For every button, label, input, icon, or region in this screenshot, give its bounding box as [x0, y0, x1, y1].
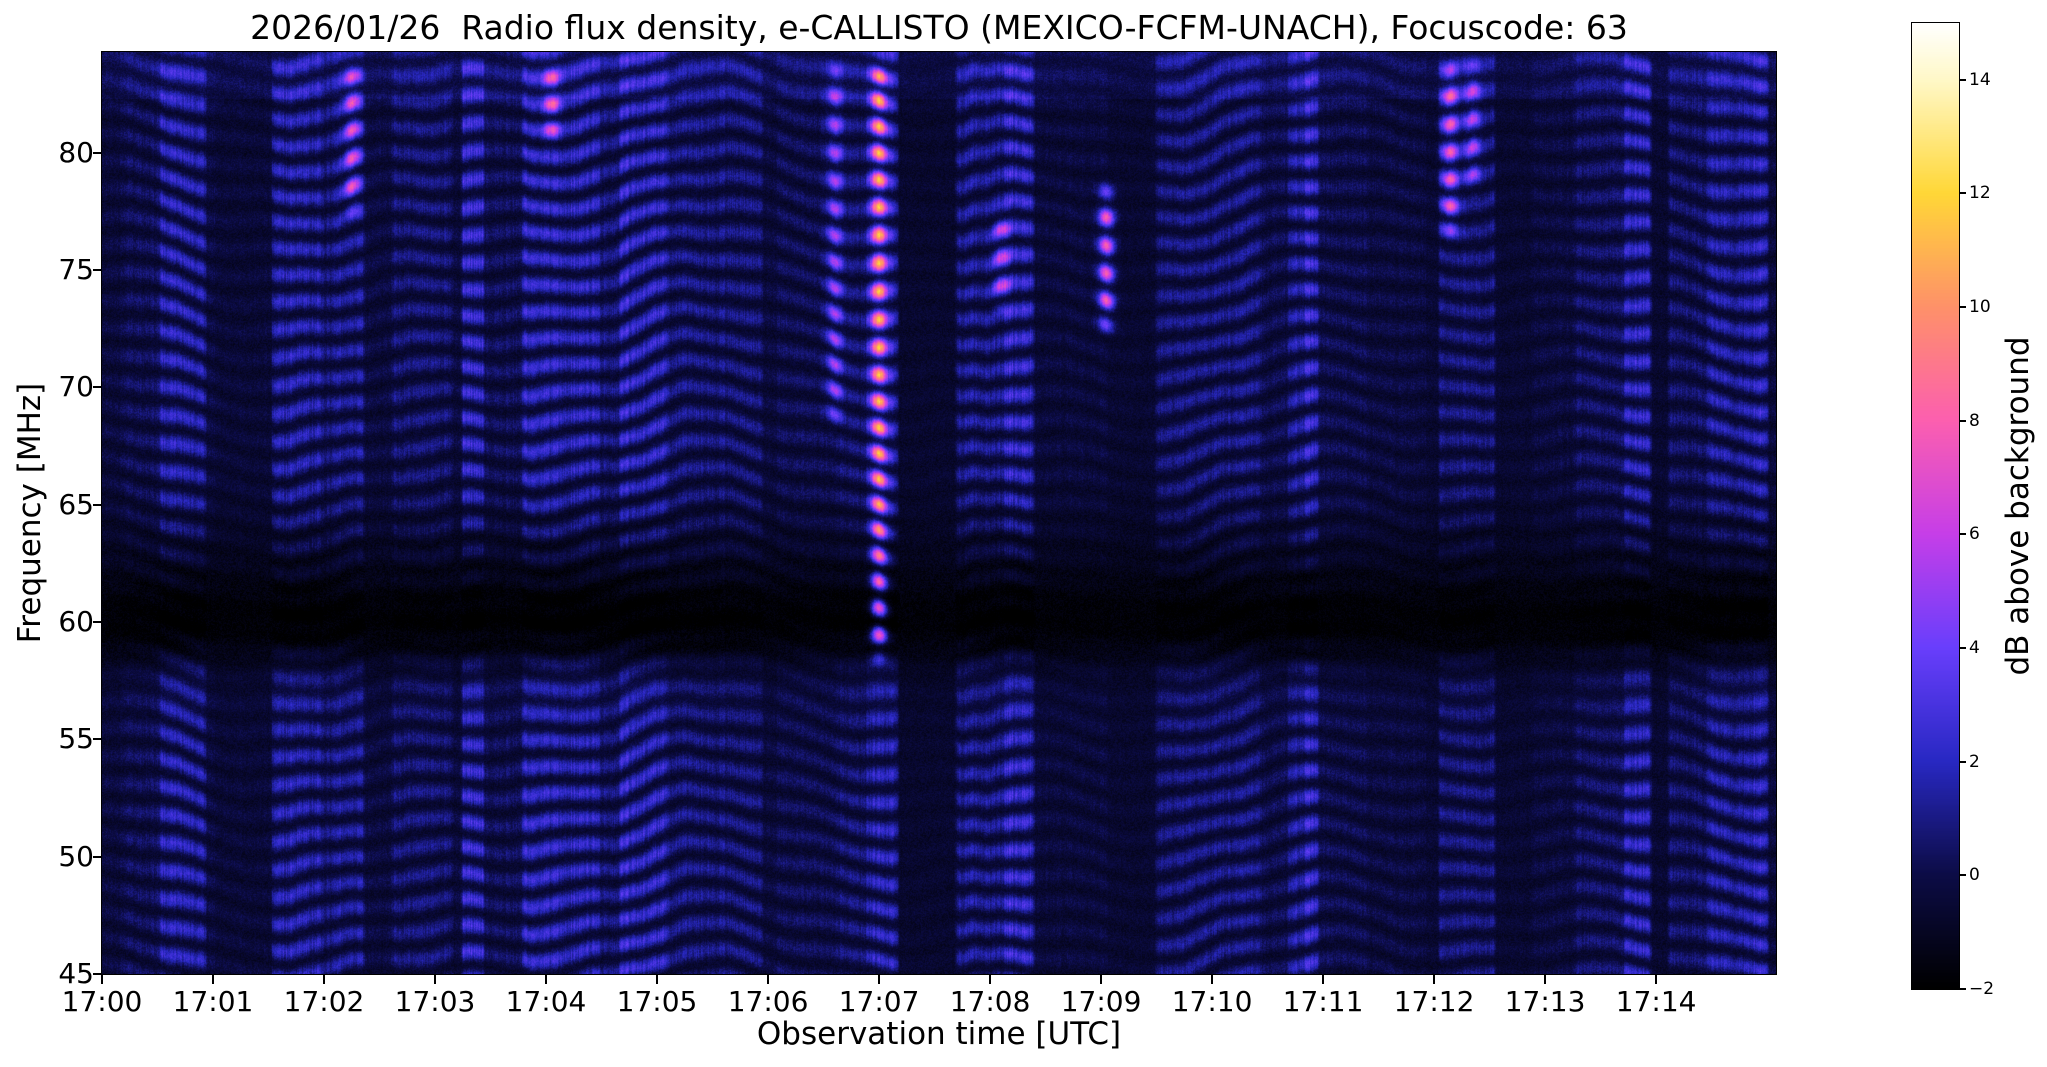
x-tick-label: 17:12	[1393, 985, 1475, 1018]
x-tick-label: 17:08	[949, 985, 1031, 1018]
colorbar-tick-label: 0	[1969, 865, 1980, 886]
colorbar-tick-label: −2	[1969, 979, 1995, 999]
x-tick-label: 17:04	[505, 985, 587, 1018]
x-tick-label: 17:11	[1282, 985, 1364, 1018]
colorbar	[1911, 22, 1960, 990]
y-tick-mark	[93, 738, 102, 741]
x-tick-mark	[1433, 975, 1436, 984]
y-tick-mark	[93, 269, 102, 272]
x-tick-label: 17:02	[283, 985, 365, 1018]
colorbar-tick-mark	[1959, 988, 1966, 990]
x-tick-label: 17:06	[727, 985, 809, 1018]
colorbar-tick-mark	[1959, 874, 1966, 877]
y-tick-mark	[93, 503, 102, 506]
colorbar-tick-mark	[1959, 306, 1966, 309]
colorbar-tick-label: 2	[1969, 751, 1980, 772]
colorbar-tick-mark	[1959, 192, 1966, 195]
colorbar-tick-mark	[1959, 760, 1966, 763]
y-tick-label: 60	[58, 605, 94, 639]
y-tick-mark	[93, 855, 102, 858]
x-tick-mark	[545, 975, 548, 984]
x-tick-mark	[767, 975, 770, 984]
colorbar-tick-label: 4	[1969, 638, 1980, 659]
colorbar-tick-label: 6	[1969, 524, 1980, 545]
x-tick-mark	[323, 975, 326, 984]
colorbar-tick-label: 8	[1969, 410, 1980, 431]
colorbar-tick-mark	[1959, 647, 1966, 650]
x-tick-mark	[1655, 975, 1658, 984]
y-tick-mark	[93, 621, 102, 624]
y-tick-label: 55	[58, 722, 94, 756]
x-tick-mark	[434, 975, 437, 984]
x-tick-label: 17:01	[172, 985, 254, 1018]
x-tick-mark	[878, 975, 881, 984]
y-tick-label: 70	[58, 370, 94, 404]
colorbar-tick-mark	[1959, 419, 1966, 422]
colorbar-tick-label: 12	[1969, 183, 1991, 204]
colorbar-tick-label: 10	[1969, 297, 1991, 318]
y-tick-label: 45	[58, 957, 94, 990]
x-tick-mark	[1544, 975, 1547, 984]
x-tick-label: 17:05	[616, 985, 698, 1018]
colorbar-tick-label: 14	[1969, 69, 1991, 90]
x-axis-label: Observation time [UTC]	[756, 1016, 1122, 1052]
colorbar-label: dB above background	[2000, 336, 2036, 676]
y-tick-mark	[93, 973, 102, 975]
x-tick-mark	[101, 975, 103, 984]
x-tick-label: 17:10	[1171, 985, 1253, 1018]
colorbar-gradient-canvas	[1912, 23, 1959, 989]
x-tick-label: 17:00	[61, 985, 143, 1018]
x-tick-label: 17:07	[838, 985, 920, 1018]
colorbar-tick-mark	[1959, 78, 1966, 81]
x-tick-mark	[1100, 975, 1103, 984]
x-tick-mark	[212, 975, 214, 984]
x-tick-label: 17:03	[394, 985, 476, 1018]
y-tick-label: 65	[58, 487, 94, 521]
y-tick-label: 50	[58, 839, 94, 873]
colorbar-tick-mark	[1959, 533, 1966, 536]
x-tick-label: 17:14	[1615, 985, 1697, 1018]
y-tick-mark	[93, 151, 102, 154]
x-tick-label: 17:09	[1060, 985, 1142, 1018]
x-tick-mark	[1211, 975, 1214, 984]
x-tick-mark	[1322, 975, 1325, 984]
x-tick-mark	[656, 975, 659, 984]
plot-area	[101, 51, 1777, 975]
y-tick-mark	[93, 386, 102, 389]
y-tick-label: 75	[58, 253, 94, 287]
x-tick-mark	[989, 975, 992, 984]
x-tick-label: 17:13	[1504, 985, 1586, 1018]
chart-title: 2026/01/26 Radio flux density, e-CALLIST…	[250, 8, 1628, 47]
spectrogram-canvas	[102, 52, 1776, 974]
y-tick-label: 80	[58, 135, 94, 169]
